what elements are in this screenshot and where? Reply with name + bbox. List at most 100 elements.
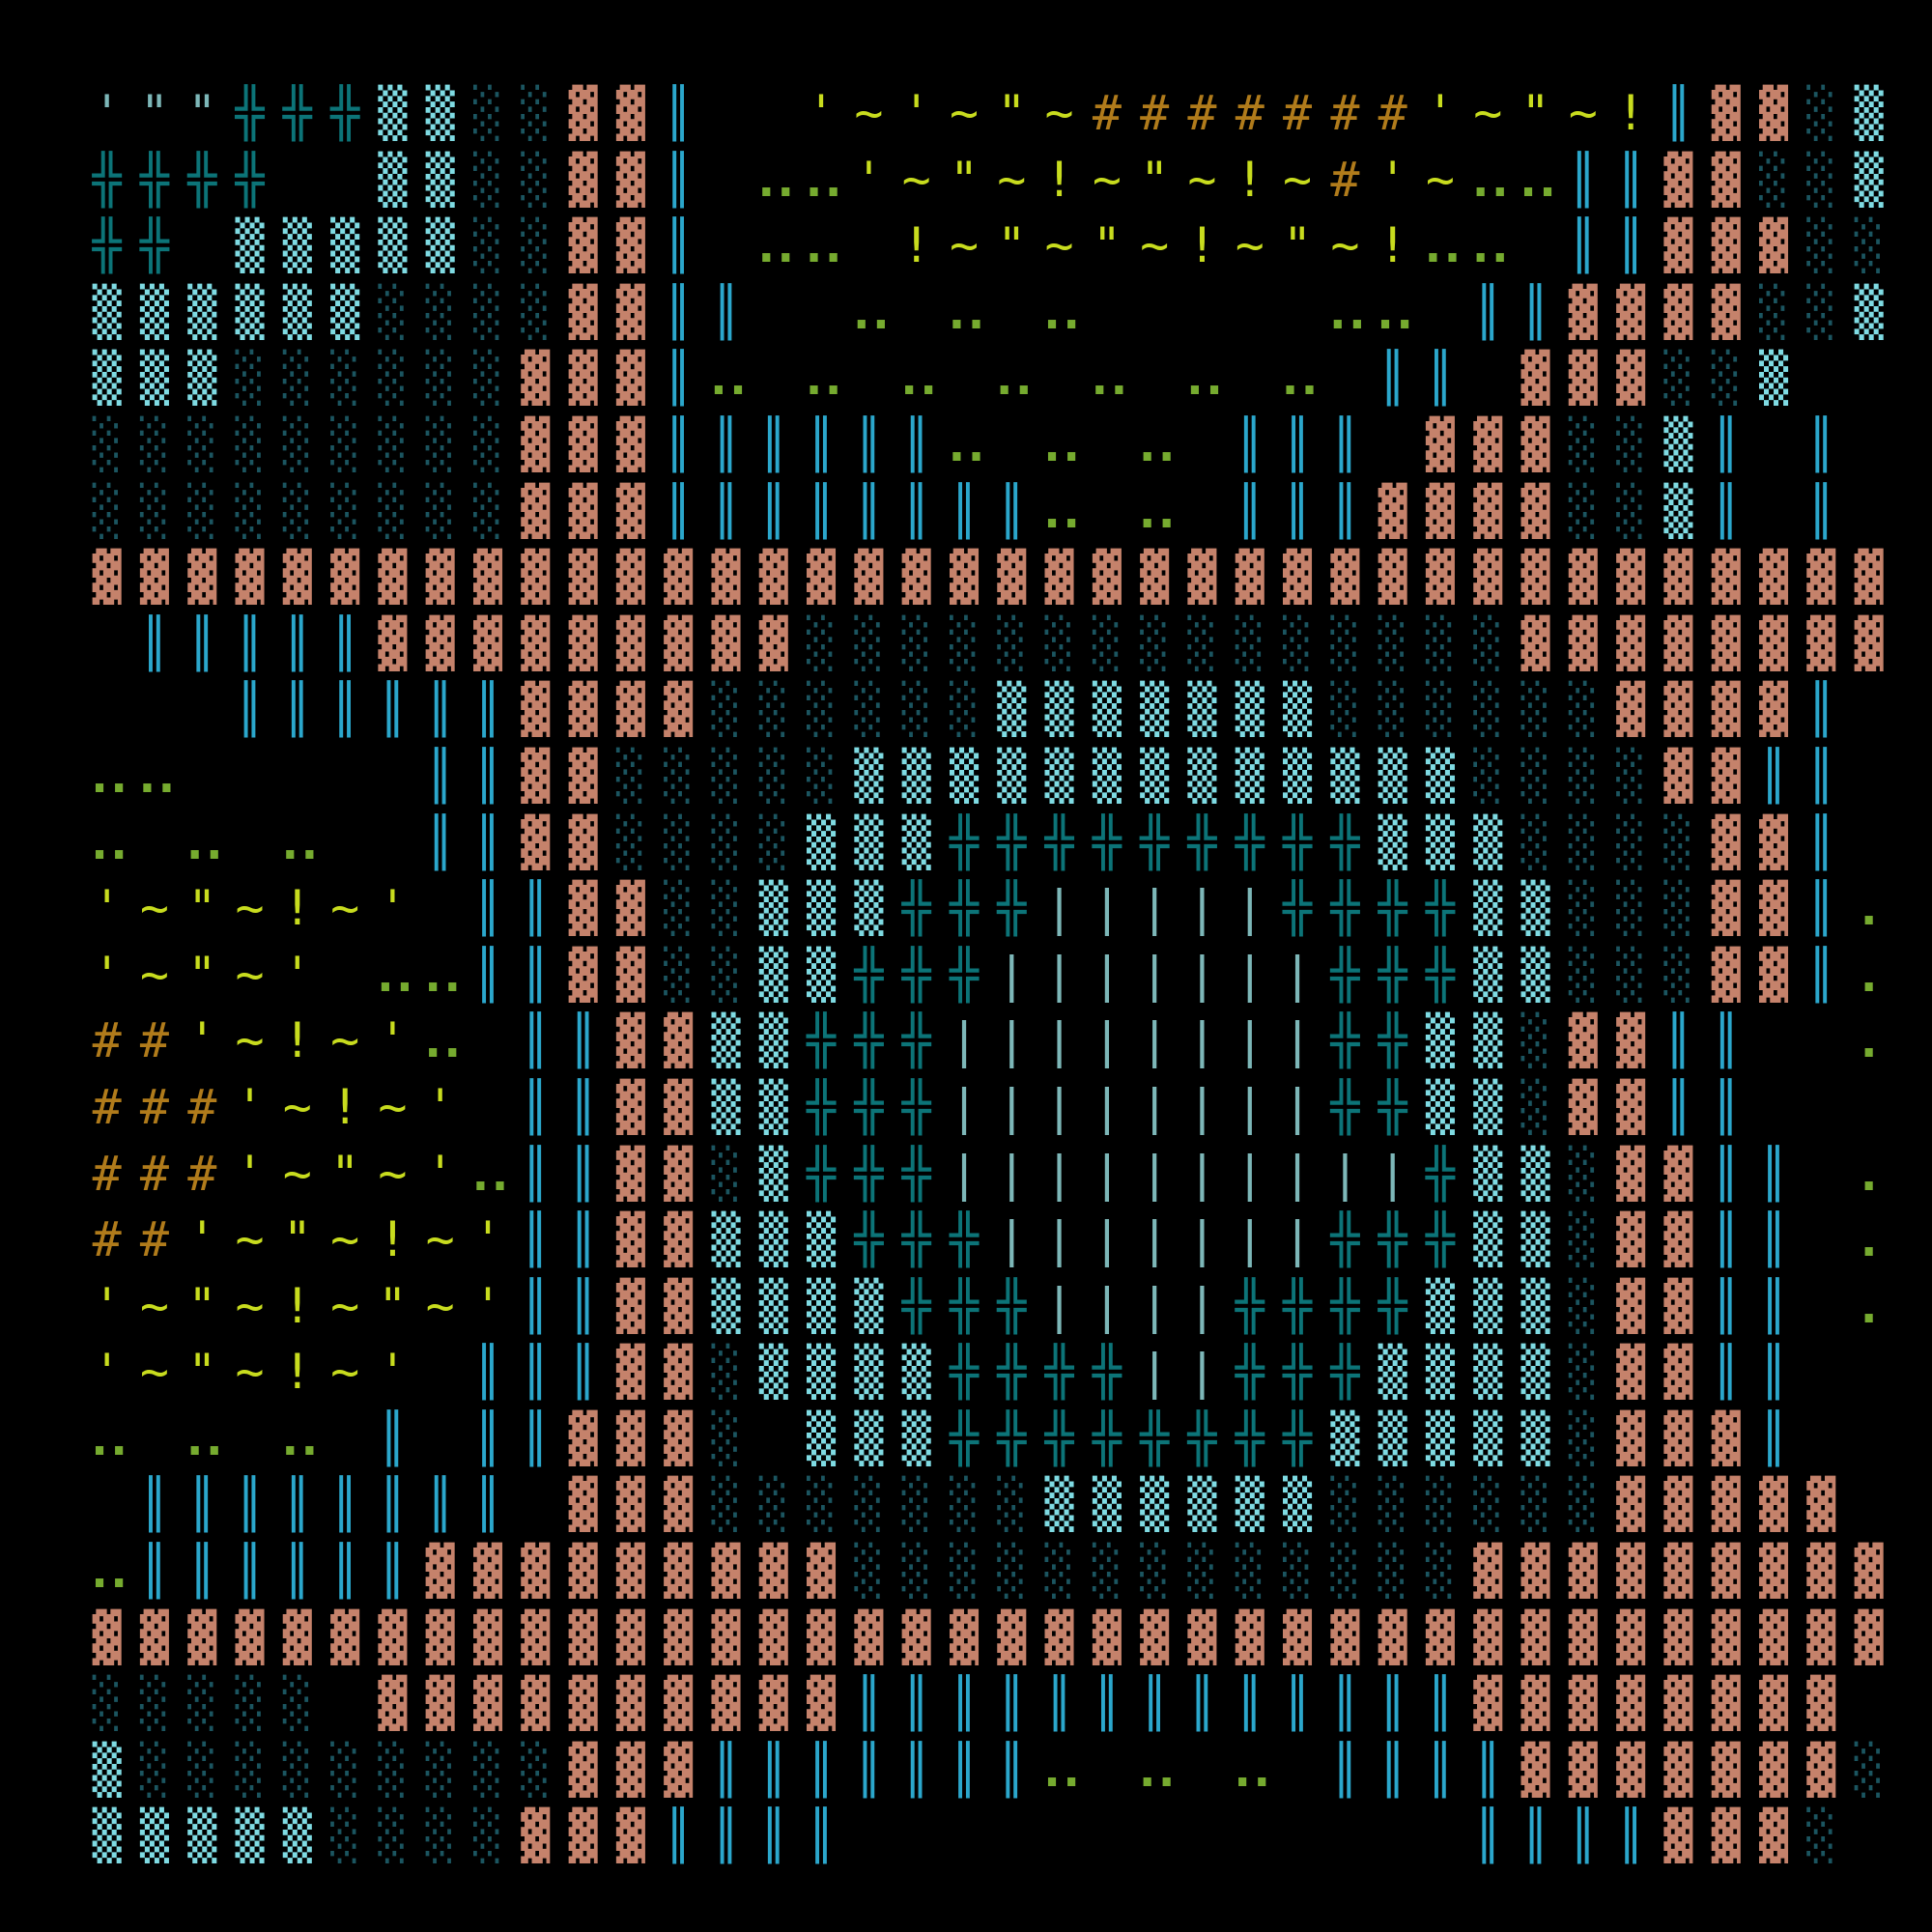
grid-cell: .. bbox=[1179, 350, 1229, 407]
grid-cell: ░ bbox=[472, 482, 503, 539]
grid-cell: ░ bbox=[1568, 1344, 1598, 1401]
grid-cell: ▒ bbox=[139, 283, 169, 340]
grid-cell: " bbox=[378, 1277, 408, 1334]
grid-cell: ░ bbox=[711, 747, 741, 804]
grid-cell: ░ bbox=[472, 350, 503, 407]
grid-cell: ▓ bbox=[92, 549, 122, 606]
grid-cell: ▒ bbox=[1378, 813, 1407, 870]
grid-cell: ▒ bbox=[1473, 1277, 1503, 1334]
grid-cell: ░ bbox=[711, 946, 741, 1003]
grid-cell: ▒ bbox=[758, 1078, 788, 1135]
grid-cell: ░ bbox=[1330, 1476, 1360, 1533]
grid-cell: ▓ bbox=[1663, 1277, 1693, 1334]
grid-cell: ▒ bbox=[378, 151, 408, 208]
grid-cell: | bbox=[1140, 1012, 1170, 1069]
grid-cell: ║ bbox=[807, 415, 837, 472]
grid-cell: ▓ bbox=[1663, 151, 1693, 208]
grid-cell: ░ bbox=[664, 747, 694, 804]
grid-cell: ~ bbox=[1140, 217, 1170, 274]
grid-cell: ' bbox=[901, 85, 931, 141]
grid-cell: ▓ bbox=[854, 549, 884, 606]
grid-cell: ▓ bbox=[425, 1608, 455, 1665]
grid-cell: ▓ bbox=[1758, 1476, 1789, 1533]
grid-cell-empty bbox=[1083, 1803, 1130, 1869]
grid-cell: ░ bbox=[92, 1675, 122, 1732]
grid-cell: | bbox=[1044, 1078, 1074, 1135]
grid-cell: ║ bbox=[1187, 1675, 1217, 1732]
grid-cell: ▓ bbox=[1520, 1608, 1550, 1665]
grid-cell: | bbox=[1187, 880, 1217, 937]
grid-cell: ░ bbox=[282, 482, 312, 539]
grid-cell: ▓ bbox=[1758, 813, 1789, 870]
grid-cell: ▓ bbox=[1758, 614, 1789, 671]
grid-cell: ▓ bbox=[1806, 1741, 1836, 1798]
grid-cell: ░ bbox=[378, 1807, 408, 1864]
grid-cell: ▓ bbox=[1616, 1145, 1646, 1202]
grid-cell: | bbox=[1140, 1344, 1170, 1401]
grid-cell: ▓ bbox=[664, 1277, 694, 1334]
grid-cell: ║ bbox=[1330, 1675, 1360, 1732]
grid-cell: ▓ bbox=[1616, 350, 1646, 407]
grid-cell: ║ bbox=[1758, 1409, 1789, 1466]
grid-cell: ▒ bbox=[1520, 880, 1550, 937]
grid-cell: ░ bbox=[949, 1476, 980, 1533]
grid-cell: ░ bbox=[854, 614, 884, 671]
grid-cell: ║ bbox=[664, 283, 694, 340]
grid-cell: ░ bbox=[1616, 813, 1646, 870]
grid-cell: ░ bbox=[1568, 681, 1598, 738]
grid-cell: ! bbox=[282, 880, 312, 937]
grid-cell: ╬ bbox=[187, 151, 217, 208]
grid-cell: ░ bbox=[1425, 614, 1456, 671]
grid-cell: ║ bbox=[901, 1741, 931, 1798]
grid-row: ' ~ " ~ ' .... ║ ║ ▓ ▓ ░ ░ ▒ ▒ ╬ ╬ ╬ | | | | | | | ╬ ╬ ╬ ▒ ▒ ░ ░ ░ ▓ ▓ ║. bbox=[83, 942, 1892, 1009]
grid-cell: ▓ bbox=[472, 614, 503, 671]
grid-cell: ' bbox=[92, 1277, 122, 1334]
grid-cell: ▓ bbox=[472, 1608, 503, 1665]
grid-cell: ╬ bbox=[1330, 946, 1360, 1003]
grid-cell: ╬ bbox=[1330, 1012, 1360, 1069]
grid-cell: ▒ bbox=[711, 1078, 741, 1135]
grid-cell: ░ bbox=[1425, 681, 1456, 738]
grid-cell: ║ bbox=[1473, 283, 1503, 340]
grid-cell: ▓ bbox=[711, 549, 741, 606]
grid-cell: . bbox=[1854, 1012, 1884, 1069]
grid-cell: | bbox=[1092, 1012, 1122, 1069]
grid-cell: ▒ bbox=[1758, 350, 1789, 407]
grid-cell: ~ bbox=[1044, 85, 1074, 141]
grid-cell: ╬ bbox=[949, 946, 980, 1003]
grid-cell: ▓ bbox=[664, 1012, 694, 1069]
grid-cell: .. bbox=[370, 946, 419, 1003]
grid-cell: ▓ bbox=[472, 549, 503, 606]
grid-cell: ▓ bbox=[521, 482, 551, 539]
grid-cell: ▓ bbox=[949, 1608, 980, 1665]
grid-cell-empty bbox=[1083, 412, 1130, 478]
grid-cell-empty bbox=[179, 743, 226, 810]
grid-cell: ║ bbox=[1568, 151, 1598, 208]
grid-cell: .. bbox=[1132, 1741, 1181, 1798]
grid-cell-empty bbox=[1845, 676, 1892, 743]
grid-cell: ╬ bbox=[997, 1277, 1027, 1334]
grid-cell: # bbox=[1330, 151, 1360, 208]
grid-cell: ║ bbox=[187, 1543, 217, 1600]
grid-cell-empty bbox=[1273, 1737, 1321, 1804]
grid-cell: ║ bbox=[1758, 747, 1789, 804]
grid-cell: .. bbox=[1275, 350, 1323, 407]
grid-cell: ║ bbox=[1806, 415, 1836, 472]
grid-cell: ░ bbox=[1568, 482, 1598, 539]
grid-cell: ▓ bbox=[1663, 681, 1693, 738]
grid-cell: .. bbox=[1371, 283, 1419, 340]
grid-cell: ▒ bbox=[1425, 1012, 1456, 1069]
grid-cell: ▒ bbox=[1235, 747, 1264, 804]
grid-cell: ▓ bbox=[1520, 614, 1550, 671]
grid-cell: ▒ bbox=[1663, 482, 1693, 539]
grid-cell: ╬ bbox=[1092, 1344, 1122, 1401]
grid-cell: ║ bbox=[568, 1012, 598, 1069]
grid-cell: ▓ bbox=[1758, 1675, 1789, 1732]
grid-cell: | bbox=[1187, 1344, 1217, 1401]
grid-cell: ▒ bbox=[1425, 1409, 1456, 1466]
grid-cell: ░ bbox=[1568, 1277, 1598, 1334]
grid-cell: ░ bbox=[1806, 1807, 1836, 1864]
grid-cell: ▓ bbox=[378, 1675, 408, 1732]
grid-cell: ░ bbox=[711, 880, 741, 937]
grid-cell: ▒ bbox=[1044, 1476, 1074, 1533]
